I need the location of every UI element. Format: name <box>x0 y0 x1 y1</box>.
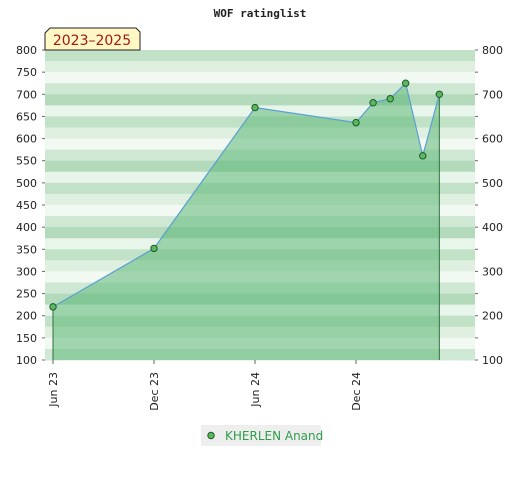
y-right-tick-label: 500 <box>482 177 503 190</box>
data-point <box>401 79 410 87</box>
x-tick-label: Dec 24 <box>350 372 363 411</box>
data-point <box>352 118 360 127</box>
y-right-tick-label: 200 <box>482 310 503 323</box>
y-tick-label: 550 <box>16 155 37 168</box>
y-right-tick-label: 700 <box>482 88 503 101</box>
y-tick-label: 450 <box>16 199 37 212</box>
background-stripe <box>45 94 475 106</box>
period-badge-label: 2023–2025 <box>53 33 131 49</box>
y-tick-label: 600 <box>16 133 37 146</box>
y-tick-label: 700 <box>16 88 37 101</box>
y-right-tick-label: 400 <box>482 221 503 234</box>
data-markers <box>49 79 444 311</box>
x-tick-label: Dec 23 <box>148 372 161 411</box>
data-point <box>386 95 394 103</box>
y-right-tick-label: 600 <box>482 133 503 146</box>
legend-series-name: KHERLEN Anand <box>225 429 323 443</box>
y-tick-label: 200 <box>16 310 37 323</box>
period-badge: 2023–2025 <box>44 27 141 51</box>
y-axis-right: 100 200 300 400 500 600 700 800 <box>475 44 503 367</box>
data-point <box>49 303 57 311</box>
data-point <box>369 99 377 107</box>
y-tick-label: 500 <box>16 177 37 190</box>
y-axis-left: 100 150 200 250 300 350 400 450 500 550 600 650 700 7… <box>16 44 45 367</box>
legend: KHERLEN Anand <box>201 425 323 446</box>
x-tick-label: Jun 24 <box>249 372 262 408</box>
legend-marker-icon <box>207 431 215 440</box>
y-tick-label: 150 <box>16 332 37 345</box>
y-right-tick-label: 100 <box>482 354 503 367</box>
y-right-tick-label: 300 <box>482 265 503 278</box>
data-point <box>435 90 444 98</box>
y-tick-label: 100 <box>16 354 37 367</box>
y-tick-label: 650 <box>16 110 37 123</box>
y-tick-label: 350 <box>16 243 37 256</box>
background-stripe <box>45 72 475 84</box>
x-axis: Jun 23 Dec 23 Jun 24 Dec 24 <box>47 360 363 411</box>
x-tick-label: Jun 23 <box>47 372 60 408</box>
background-stripe <box>45 50 475 62</box>
data-point <box>150 244 158 253</box>
y-right-tick-label: 800 <box>482 44 503 57</box>
y-tick-label: 250 <box>16 288 37 301</box>
background-stripe <box>45 83 475 95</box>
y-tick-label: 400 <box>16 221 37 234</box>
series-area <box>53 83 440 360</box>
y-tick-label: 800 <box>16 44 37 57</box>
legend-box <box>201 425 321 446</box>
data-point <box>251 103 259 112</box>
data-point <box>419 152 427 160</box>
y-tick-label: 300 <box>16 265 37 278</box>
chart-title: WOF ratinglist <box>214 7 307 20</box>
background-stripe <box>45 61 475 73</box>
y-tick-label: 750 <box>16 66 37 79</box>
